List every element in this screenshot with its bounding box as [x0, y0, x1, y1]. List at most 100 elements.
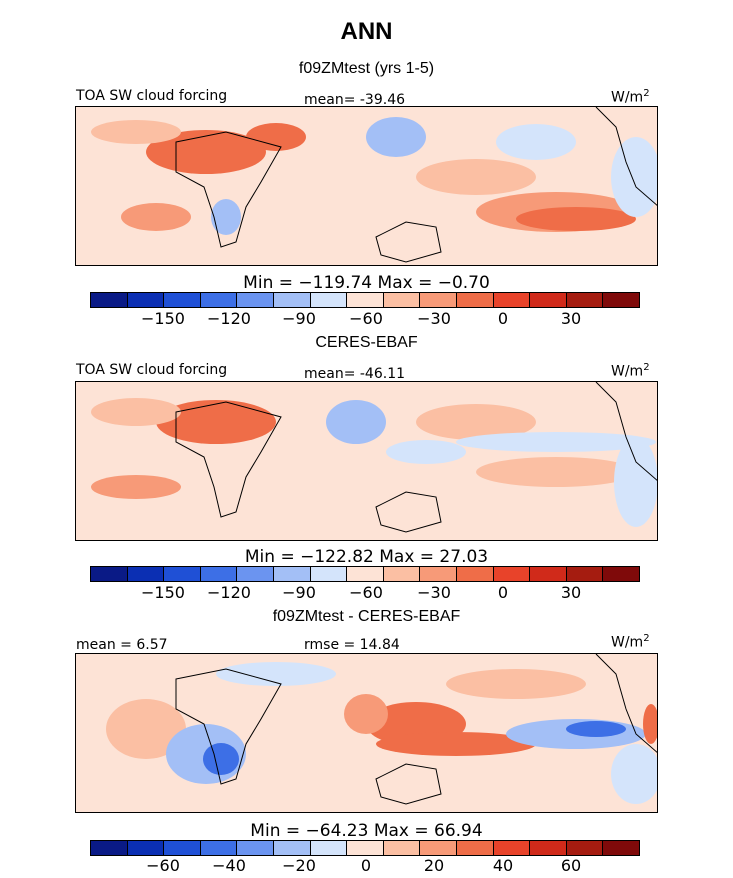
- panel2-colorbar: [90, 566, 640, 582]
- colorbar-swatch: [91, 567, 128, 581]
- colorbar-swatch: [420, 293, 457, 307]
- colorbar-swatch: [310, 293, 348, 307]
- panel1-tick: −90: [282, 309, 316, 328]
- p2-blob: [326, 400, 386, 444]
- colorbar-swatch: [310, 841, 348, 855]
- colorbar-swatch: [273, 567, 311, 581]
- colorbar-swatch: [383, 841, 421, 855]
- p1-blob: [611, 137, 657, 217]
- p1-blob: [91, 120, 181, 144]
- colorbar-swatch: [603, 567, 639, 581]
- panel3-tick: 60: [560, 856, 582, 875]
- p1-blob: [366, 117, 426, 157]
- colorbar-swatch: [347, 567, 384, 581]
- p1-coast-america: [595, 107, 657, 206]
- colorbar-swatch: [566, 293, 604, 307]
- p3-blob: [446, 669, 586, 699]
- panel2-variable-label: TOA SW cloud forcing: [76, 362, 228, 378]
- panel1-mean-label: mean= -39.46: [304, 92, 406, 108]
- colorbar-swatch: [347, 841, 384, 855]
- colorbar-swatch: [530, 567, 567, 581]
- colorbar-swatch: [347, 293, 384, 307]
- panel1-tick: −150: [141, 309, 185, 328]
- colorbar-swatch: [91, 841, 128, 855]
- p3-blob: [566, 721, 626, 737]
- panel1-map: [75, 106, 658, 266]
- panel1-tick: 30: [560, 309, 582, 328]
- panel2-map-svg: [91, 382, 657, 533]
- panel2-units: W/m2: [611, 362, 650, 380]
- panel1-map-svg: [91, 107, 657, 263]
- colorbar-swatch: [493, 293, 531, 307]
- p1-coast-africa: [175, 131, 282, 248]
- colorbar-swatch: [530, 841, 567, 855]
- p1-blob: [121, 203, 191, 231]
- p3-blob: [643, 704, 657, 744]
- panel3-tick: 0: [360, 856, 372, 875]
- p2-blob: [456, 432, 656, 452]
- colorbar-swatch: [127, 567, 165, 581]
- colorbar-swatch: [603, 841, 639, 855]
- panel2-stats: Min = −122.82 Max = 27.03: [244, 547, 489, 567]
- colorbar-swatch: [493, 567, 531, 581]
- panel2-title: CERES-EBAF: [315, 334, 418, 351]
- colorbar-swatch: [164, 841, 201, 855]
- p2-blob: [91, 475, 181, 499]
- p2-blob: [91, 398, 181, 426]
- panel3-units: W/m2: [611, 633, 650, 651]
- colorbar-swatch: [127, 293, 165, 307]
- p1-blob: [496, 124, 576, 160]
- p3-blob: [376, 732, 536, 756]
- colorbar-swatch: [420, 841, 457, 855]
- p2-coast-africa: [175, 401, 282, 518]
- panel3-tick: 40: [492, 856, 514, 875]
- panel2-tick: 0: [497, 583, 509, 602]
- p2-blob: [156, 400, 276, 444]
- panel2-mean-label: mean= -46.11: [304, 366, 406, 382]
- p2-blob: [416, 404, 536, 440]
- panel1-units: W/m2: [611, 88, 650, 106]
- p1-blob: [516, 207, 636, 231]
- colorbar-swatch: [91, 293, 128, 307]
- panel3-tick: −40: [212, 856, 246, 875]
- p3-blob: [203, 743, 239, 775]
- p1-blob: [246, 123, 306, 151]
- p1-blob: [416, 159, 536, 195]
- p1-blob: [211, 199, 241, 235]
- panel3-mean-label: mean = 6.57: [76, 637, 168, 653]
- panel3-map: [75, 653, 658, 813]
- p3-blob: [106, 699, 186, 759]
- colorbar-swatch: [273, 293, 311, 307]
- colorbar-swatch: [566, 841, 604, 855]
- panel3-map-svg: [106, 654, 657, 805]
- colorbar-swatch: [127, 841, 165, 855]
- p2-blob: [614, 437, 657, 527]
- panel1-tick: −60: [349, 309, 383, 328]
- panel2-tick: −150: [141, 583, 185, 602]
- p3-coast-australia: [375, 763, 442, 805]
- p3-blob: [611, 744, 657, 804]
- p2-coast-australia: [375, 491, 442, 533]
- panel1-tick: −120: [207, 309, 251, 328]
- panel3-rmse-label: rmse = 14.84: [304, 637, 400, 653]
- p2-blob: [476, 457, 636, 487]
- colorbar-swatch: [164, 293, 201, 307]
- panel3-colorbar: [90, 840, 640, 856]
- panel3-tick: −20: [282, 856, 316, 875]
- p2-coast-america: [595, 382, 657, 481]
- panel1-variable-label: TOA SW cloud forcing: [76, 88, 228, 104]
- colorbar-swatch: [200, 293, 238, 307]
- colorbar-swatch: [566, 567, 604, 581]
- panel1-title: f09ZMtest (yrs 1-5): [298, 60, 435, 77]
- colorbar-swatch: [383, 293, 421, 307]
- colorbar-swatch: [420, 567, 457, 581]
- panel3-title: f09ZMtest - CERES-EBAF: [272, 608, 461, 625]
- colorbar-swatch: [237, 567, 274, 581]
- panel3-tick: 20: [423, 856, 445, 875]
- colorbar-swatch: [237, 293, 274, 307]
- panel3-stats: Min = −64.23 Max = 66.94: [250, 821, 483, 841]
- colorbar-swatch: [493, 841, 531, 855]
- p2-blob: [386, 440, 466, 464]
- colorbar-swatch: [530, 293, 567, 307]
- colorbar-swatch: [273, 841, 311, 855]
